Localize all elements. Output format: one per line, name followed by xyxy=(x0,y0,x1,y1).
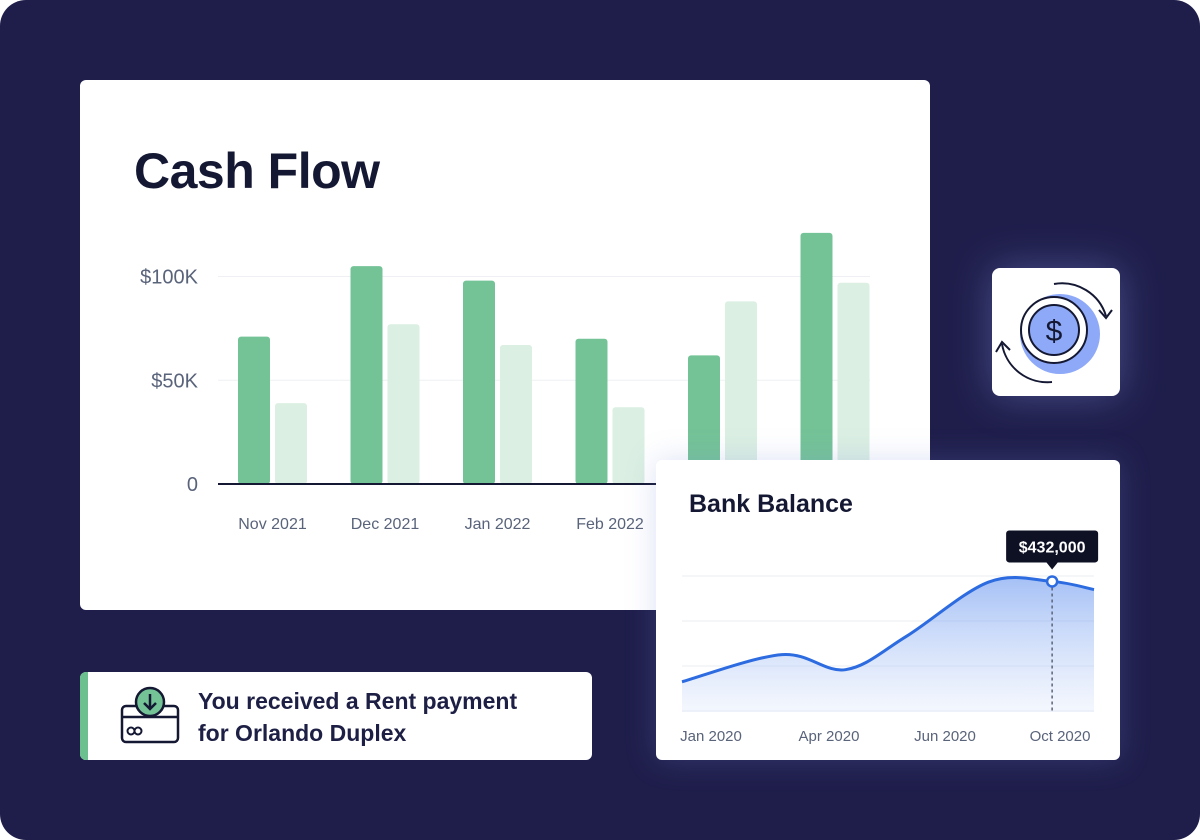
currency-sync-widget[interactable]: $ xyxy=(992,268,1120,396)
y-tick-label: $50K xyxy=(151,370,198,392)
cash-flow-bar xyxy=(800,232,833,484)
payment-notification[interactable]: You received a Rent payment for Orlando … xyxy=(80,672,592,760)
notification-line-1: You received a Rent payment xyxy=(198,688,518,714)
sync-arrow-top xyxy=(1053,282,1107,317)
x-tick-label: Dec 2021 xyxy=(351,516,420,533)
cash-flow-bar xyxy=(275,403,307,484)
tooltip-pointer xyxy=(1046,561,1059,570)
bank-balance-title: Bank Balance xyxy=(689,490,853,518)
cash-flow-bar xyxy=(387,324,420,484)
highlight-point xyxy=(1045,575,1059,588)
y-tick-label: 0 xyxy=(187,474,198,496)
x-tick-label: Oct 2020 xyxy=(1030,728,1091,745)
cash-flow-bar xyxy=(837,282,870,484)
y-tick-label: $100K xyxy=(140,267,198,289)
tooltip-value: $432,000 xyxy=(1019,539,1086,556)
cash-flow-bar xyxy=(238,336,270,484)
notification-line-2: for Orlando Duplex xyxy=(198,720,407,746)
cash-flow-bar xyxy=(463,280,495,484)
bank-balance-card: $432,000 Jan 2020 Apr 2020 Jun 2020 Oct 2020… xyxy=(656,460,1120,760)
card-payment-icon xyxy=(120,686,180,744)
x-tick-label: Feb 2022 xyxy=(576,516,644,533)
cash-flow-bar xyxy=(725,301,757,484)
notification-accent-bar xyxy=(80,672,88,760)
cash-flow-bar xyxy=(575,338,608,484)
x-tick-label: Jan 2022 xyxy=(465,516,531,533)
bank-balance-chart: $432,000 Jan 2020 Apr 2020 Jun 2020 Oct 2020 xyxy=(680,530,1099,745)
sync-arrow-bottom xyxy=(1001,343,1053,384)
x-tick-label: Jan 2020 xyxy=(680,728,742,745)
x-tick-label: Apr 2020 xyxy=(799,728,860,745)
coin-inner xyxy=(1028,304,1080,356)
currency-sync-icon: $ xyxy=(995,282,1113,384)
cash-flow-bar xyxy=(500,344,532,484)
cash-flow-card: $100K $50K 0 Nov 2021 Dec 2021 Jan 2022 Feb 20… xyxy=(80,80,930,610)
cash-flow-bar xyxy=(612,407,645,484)
x-tick-label: Nov 2021 xyxy=(238,516,307,533)
x-tick-label: Jun 2020 xyxy=(914,728,976,745)
cash-flow-bar xyxy=(350,266,383,484)
tooltip-box xyxy=(1006,530,1099,563)
cash-flow-title: Cash Flow xyxy=(134,143,380,199)
notification-message: You received a Rent payment for Orlando … xyxy=(198,685,578,749)
cash-flow-chart: $100K $50K 0 Nov 2021 Dec 2021 Jan 2022 Feb 20… xyxy=(140,232,870,533)
bank-balance-area xyxy=(682,577,1094,712)
cash-flow-bar xyxy=(688,355,720,484)
dollar-sign-icon: $ xyxy=(1046,315,1063,348)
